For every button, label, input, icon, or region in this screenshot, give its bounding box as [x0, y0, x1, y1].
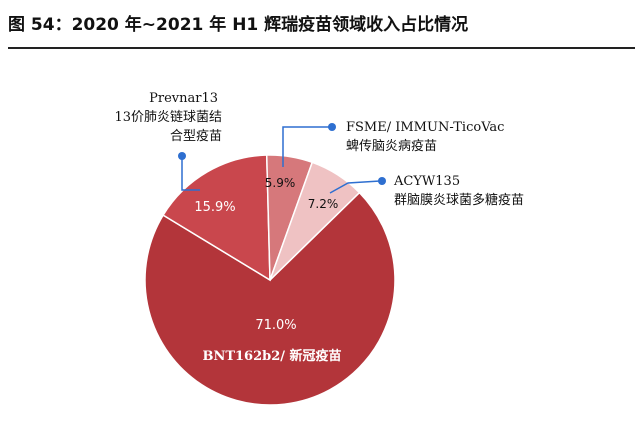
- figure-title: 图 54：2020 年~2021 年 H1 辉瑞疫苗领域收入占比情况: [8, 15, 469, 35]
- marker-dot-acyw135: [378, 177, 386, 185]
- category-label-prevnar13-line1: Prevnar13: [149, 91, 218, 106]
- marker-dot-prevnar13: [178, 152, 186, 160]
- category-label-bnt162b2: BNT162b2/ 新冠疫苗: [202, 348, 341, 364]
- category-label-acyw135-line2: 群脑膜炎球菌多糖疫苗: [394, 192, 524, 208]
- marker-dot-fsme-immun: [328, 123, 336, 131]
- category-label-prevnar13-line3: 合型疫苗: [170, 128, 222, 144]
- value-label-bnt162b2: 71.0%: [255, 318, 296, 333]
- value-label-prevnar13: 15.9%: [194, 200, 235, 215]
- value-label-fsme-immun: 5.9%: [265, 176, 296, 190]
- title-divider: [8, 47, 635, 49]
- pie-slice-bnt162b2: [144, 191, 396, 406]
- category-label-fsme-immun-line1: FSME/ IMMUN-TicoVac: [346, 120, 504, 135]
- leader-line-fsme-immun: [282, 126, 330, 167]
- value-label-acyw135: 7.2%: [308, 197, 339, 211]
- leader-line-acyw135: [329, 180, 381, 194]
- pie-slice-acyw135: [269, 161, 361, 281]
- category-label-prevnar13-line2: 13价肺炎链球菌结: [114, 110, 222, 125]
- category-label-acyw135-line1: ACYW135: [393, 174, 460, 189]
- pie-slice-prevnar13: [162, 154, 271, 282]
- leader-line-prevnar13: [181, 156, 200, 191]
- category-label-fsme-immun-line2: 蜱传脑炎病疫苗: [346, 138, 437, 154]
